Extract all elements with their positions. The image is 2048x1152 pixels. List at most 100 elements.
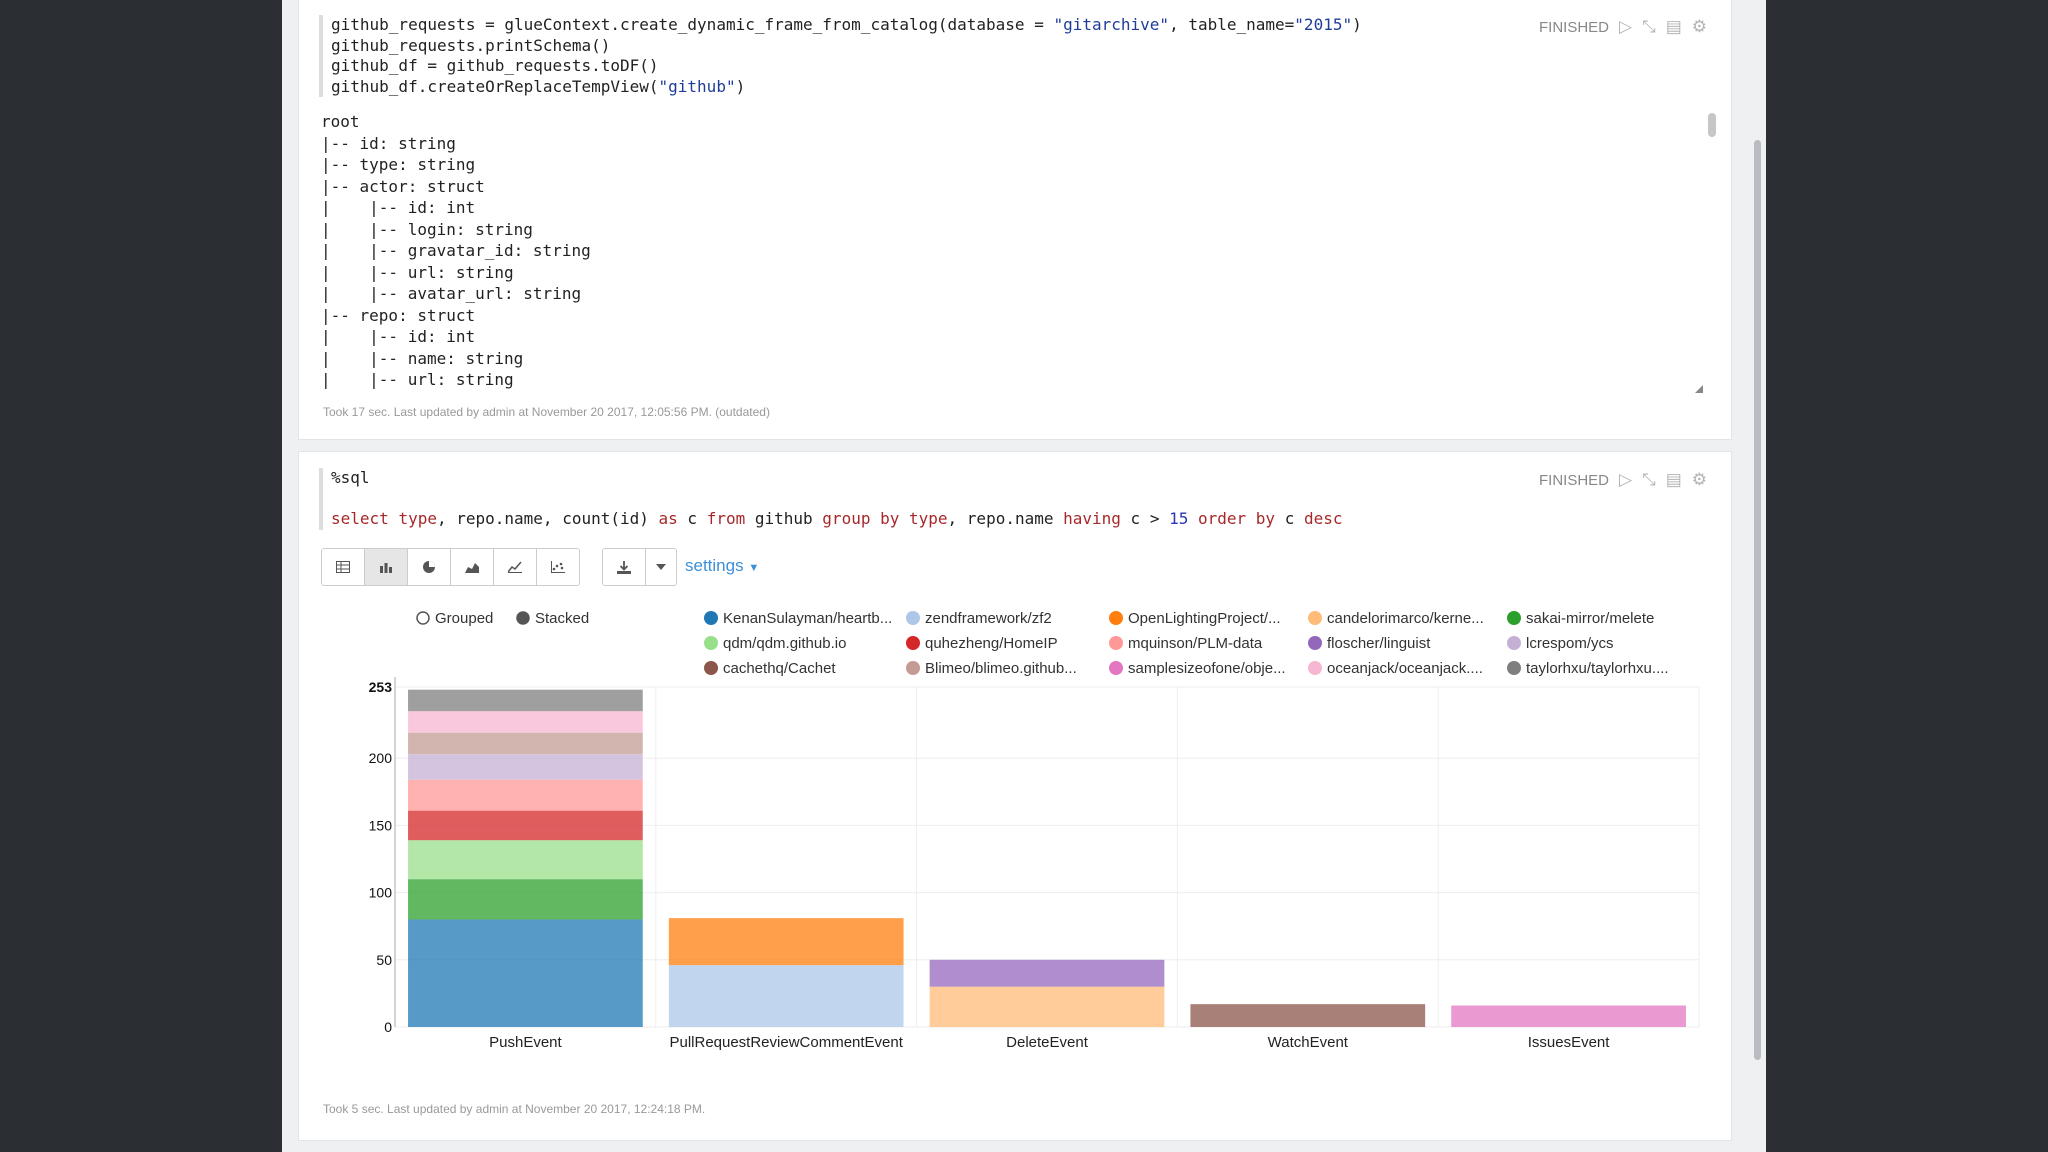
bar-segment[interactable] <box>408 732 643 755</box>
paragraph-footer: Took 17 sec. Last updated by admin at No… <box>323 405 770 419</box>
legend-label[interactable]: sakai-mirror/melete <box>1526 610 1654 627</box>
legend-swatch[interactable] <box>906 636 920 650</box>
legend-label[interactable]: qdm/qdm.github.io <box>723 635 846 652</box>
line-chart-icon <box>508 561 522 573</box>
y-tick-label: 150 <box>369 817 393 833</box>
legend-swatch[interactable] <box>1308 611 1322 625</box>
scatter-chart-button[interactable] <box>537 549 579 585</box>
legend-label[interactable]: quhezheng/HomeIP <box>925 635 1058 652</box>
bar-segment[interactable] <box>1190 1004 1426 1027</box>
legend-swatch[interactable] <box>1507 611 1521 625</box>
output-line: root <box>321 112 360 131</box>
y-tick-label: 200 <box>369 750 393 766</box>
table-view-button[interactable] <box>322 549 365 585</box>
settings-label: settings <box>685 556 744 575</box>
legend-swatch[interactable] <box>704 636 718 650</box>
output-line: |-- actor: struct <box>321 176 485 196</box>
output-scrollbar[interactable] <box>1707 113 1717 397</box>
bar-segment[interactable] <box>408 779 643 811</box>
run-icon[interactable]: ▷ <box>1619 17 1633 36</box>
legend-swatch[interactable] <box>1507 661 1521 675</box>
bar-chart-button[interactable] <box>365 549 408 585</box>
legend-swatch[interactable] <box>704 661 718 675</box>
status-label: FINISHED <box>1538 471 1609 489</box>
legend-label[interactable]: taylorhxu/taylorhxu.... <box>1526 660 1669 677</box>
radio-stacked[interactable] <box>516 611 530 625</box>
line-chart-button[interactable] <box>494 549 537 585</box>
page-scrollbar-thumb[interactable] <box>1754 140 1761 1060</box>
code-line: github_df.createOrReplaceTempView("githu… <box>331 76 746 96</box>
run-icon[interactable]: ▷ <box>1619 470 1633 489</box>
download-group <box>602 548 677 586</box>
legend-label[interactable]: cachethq/Cachet <box>723 660 836 677</box>
paragraph-footer: Took 5 sec. Last updated by admin at Nov… <box>323 1102 706 1116</box>
bar-segment[interactable] <box>408 711 643 733</box>
schema-output: root |-- id: string |-- type: string |-- ac… <box>321 111 1701 401</box>
bar-segment[interactable] <box>408 919 643 1027</box>
code-line: github_requests = glueContext.create_dyn… <box>331 15 1362 34</box>
bar-segment[interactable] <box>929 959 1165 987</box>
gear-icon[interactable]: ⚙ <box>1691 17 1707 36</box>
status-label: FINISHED <box>1538 18 1609 36</box>
download-button[interactable] <box>603 549 646 585</box>
legend-label[interactable]: samplesizeofone/obje... <box>1128 660 1286 677</box>
legend-swatch[interactable] <box>906 611 920 625</box>
radio-label-grouped: Grouped <box>435 610 493 627</box>
legend-swatch[interactable] <box>1109 611 1123 625</box>
bar-segment[interactable] <box>668 965 904 1027</box>
legend-swatch[interactable] <box>1507 636 1521 650</box>
bar-segment[interactable] <box>408 689 643 712</box>
resize-handle-icon[interactable] <box>1695 385 1703 393</box>
legend-label[interactable]: OpenLightingProject/... <box>1128 610 1281 627</box>
pie-chart-button[interactable] <box>408 549 451 585</box>
legend-label[interactable]: mquinson/PLM-data <box>1128 635 1263 652</box>
caret-down-icon <box>656 564 666 570</box>
output-line: | |-- gravatar_id: string <box>321 241 591 260</box>
bar-segment[interactable] <box>408 754 643 780</box>
expand-icon[interactable]: ⤡ <box>1642 470 1656 489</box>
bar-chart-icon <box>380 563 392 573</box>
expand-icon[interactable]: ⤡ <box>1642 17 1656 36</box>
legend-label[interactable]: zendframework/zf2 <box>925 610 1052 627</box>
bar-segment[interactable] <box>408 810 643 841</box>
x-tick-label: PushEvent <box>489 1034 562 1051</box>
output-line: |-- type: string <box>321 155 476 174</box>
legend-label[interactable]: oceanjack/oceanjack.... <box>1327 660 1483 677</box>
bar-segment[interactable] <box>668 918 904 966</box>
bar-segment[interactable] <box>1451 1005 1686 1027</box>
legend-label[interactable]: lcrespom/ycs <box>1526 635 1614 652</box>
legend-swatch[interactable] <box>1308 661 1322 675</box>
legend-swatch[interactable] <box>906 661 920 675</box>
legend-label[interactable]: candelorimarco/kerne... <box>1327 610 1484 627</box>
legend-swatch[interactable] <box>1308 636 1322 650</box>
radio-label-stacked: Stacked <box>535 610 589 627</box>
radio-grouped[interactable] <box>416 611 430 625</box>
bar-segment[interactable] <box>408 840 643 880</box>
notebook-icon[interactable]: ▤ <box>1665 17 1682 36</box>
output-line: | |-- avatar_url: string <box>321 284 582 303</box>
gear-icon[interactable]: ⚙ <box>1691 470 1707 489</box>
x-tick-label: PullRequestReviewCommentEvent <box>669 1034 903 1051</box>
area-chart-button[interactable] <box>451 549 494 585</box>
legend-label[interactable]: Blimeo/blimeo.github... <box>925 660 1077 677</box>
bar-segment[interactable] <box>408 879 643 920</box>
legend-label[interactable]: KenanSulayman/heartb... <box>723 610 892 627</box>
page-scrollbar[interactable] <box>1748 140 1766 1060</box>
legend-label[interactable]: floscher/linguist <box>1327 635 1431 652</box>
download-dropdown-button[interactable] <box>646 549 676 585</box>
notebook-icon[interactable]: ▤ <box>1665 470 1682 489</box>
output-line: | |-- url: string <box>321 262 514 282</box>
settings-dropdown[interactable]: settings ▼ <box>685 556 759 576</box>
x-tick-label: DeleteEvent <box>1006 1034 1089 1051</box>
notebook-page: github_requests = glueContext.create_dyn… <box>282 0 1766 1152</box>
legend-swatch[interactable] <box>1109 661 1123 675</box>
legend-swatch[interactable] <box>1109 636 1123 650</box>
output-line: | |-- url: string <box>321 370 514 389</box>
code-editor[interactable]: %sql select type, repo.name, count(id) a… <box>319 468 1343 530</box>
bar-segment[interactable] <box>929 986 1165 1027</box>
code-line: %sql <box>331 468 370 487</box>
legend-swatch[interactable] <box>704 611 718 625</box>
code-editor[interactable]: github_requests = glueContext.create_dyn… <box>319 15 1362 97</box>
paragraph-status-bar: FINISHED ▷ ⤡ ▤ ⚙ <box>1539 470 1707 490</box>
output-line: | |-- id: int <box>321 327 476 346</box>
